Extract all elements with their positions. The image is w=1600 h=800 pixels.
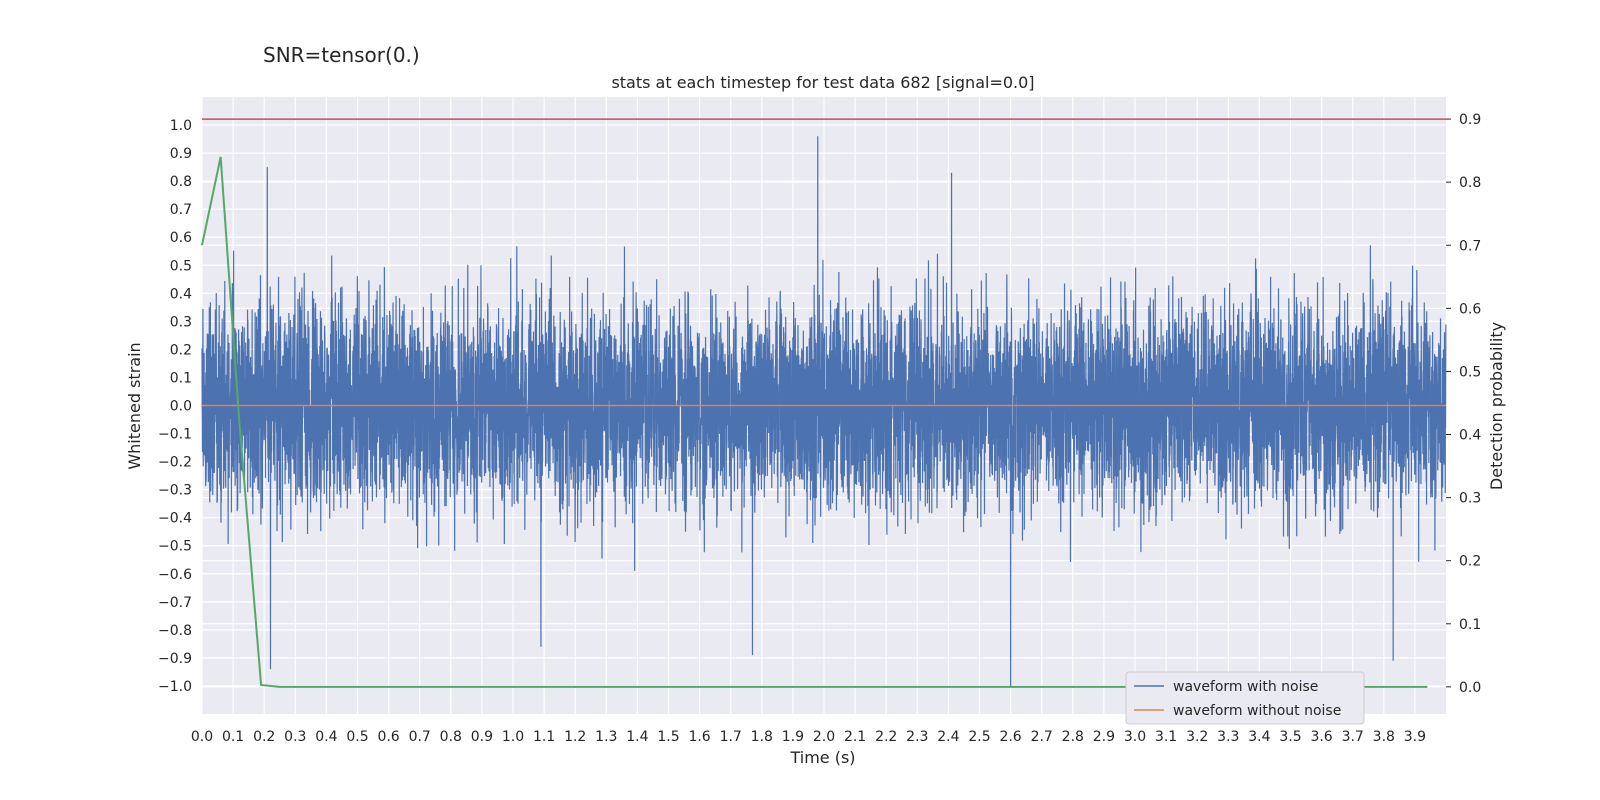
x-tick-label: 3.5 [1279, 729, 1301, 745]
x-tick-label: 0.7 [409, 729, 431, 745]
x-tick-label: 0.5 [346, 729, 368, 745]
y-axis-label: Whitened strain [125, 342, 144, 469]
chart-title: stats at each timestep for test data 682… [611, 73, 1034, 92]
y2-tick-label: 0.8 [1459, 175, 1481, 191]
x-tick-label: 3.3 [1217, 729, 1239, 745]
y2-tick-label: 0.2 [1459, 554, 1481, 570]
y-tick-label: −0.4 [158, 511, 192, 527]
x-tick-label: 2.1 [844, 729, 866, 745]
x-tick-label: 1.6 [688, 729, 710, 745]
y-tick-label: 0.8 [170, 174, 192, 190]
y-tick-label: −0.5 [158, 539, 192, 555]
x-tick-label: 1.8 [751, 729, 773, 745]
x-tick-label: 2.0 [813, 729, 835, 745]
x-tick-label: 1.9 [782, 729, 804, 745]
y-tick-label: −0.6 [158, 567, 192, 583]
y2-tick-label: 0.7 [1459, 238, 1481, 254]
y-tick-label: −0.2 [158, 455, 192, 471]
y2-tick-label: 0.6 [1459, 301, 1481, 317]
y-tick-label: −0.3 [158, 483, 192, 499]
y-tick-label: 0.0 [170, 399, 192, 415]
x-tick-label: 3.7 [1342, 729, 1364, 745]
y-tick-label: 0.4 [170, 286, 192, 302]
x-tick-label: 3.8 [1373, 729, 1395, 745]
y-tick-label: −0.8 [158, 623, 192, 639]
x-tick-label: 0.3 [284, 729, 306, 745]
x-tick-label: 2.7 [1031, 729, 1053, 745]
y-tick-label: −0.7 [158, 595, 192, 611]
x-tick-label: 0.6 [377, 729, 399, 745]
x-tick-label: 2.3 [906, 729, 928, 745]
legend-box [1125, 671, 1365, 725]
y-tick-label: −1.0 [158, 679, 192, 695]
y2-axis-label: Detection probability [1487, 322, 1506, 490]
y-tick-label: 0.7 [170, 202, 192, 218]
y-tick-label: 0.2 [170, 342, 192, 358]
y-tick-label: −0.1 [158, 427, 192, 443]
x-tick-label: 1.2 [564, 729, 586, 745]
x-tick-label: 1.4 [626, 729, 648, 745]
y-tick-label: 0.3 [170, 314, 192, 330]
y-tick-label: 0.1 [170, 370, 192, 386]
y2-tick-label: 0.5 [1459, 364, 1481, 380]
x-tick-label: 0.1 [222, 729, 244, 745]
x-tick-label: 3.9 [1404, 729, 1426, 745]
y2-tick-label: 0.3 [1459, 491, 1481, 507]
y-tick-label: 0.6 [170, 230, 192, 246]
y-tick-label: 0.9 [170, 146, 192, 162]
x-tick-label: 2.8 [1062, 729, 1084, 745]
legend-label: waveform without noise [1173, 703, 1341, 719]
figure-suptitle: SNR=tensor(0.) [263, 43, 420, 67]
x-tick-label: 3.1 [1155, 729, 1177, 745]
y-axis-right: 0.9 0.8 0.7 0.6 0.5 0.4 0.3 0.2 0.1 0.0 [1446, 112, 1481, 696]
y-tick-label: −0.9 [158, 651, 192, 667]
series-line-waveform-with-noise [201, 136, 1447, 686]
x-tick-label: 0.2 [253, 729, 275, 745]
x-tick-label: 1.1 [533, 729, 555, 745]
y2-tick-label: 0.0 [1459, 680, 1481, 696]
x-tick-label: 0.0 [191, 729, 213, 745]
x-tick-label: 0.9 [471, 729, 493, 745]
y-axis-left: 1.0 0.9 0.8 0.7 0.6 0.5 0.4 0.3 0.2 0.1 0.0 −0.1 −0.… [158, 118, 192, 695]
x-tick-label: 3.6 [1310, 729, 1332, 745]
x-tick-label: 1.0 [502, 729, 524, 745]
y2-tick-label: 0.1 [1459, 617, 1481, 633]
x-tick-label: 2.2 [875, 729, 897, 745]
y-tick-label: 1.0 [170, 118, 192, 134]
x-tick-label: 1.3 [595, 729, 617, 745]
x-axis-label: Time (s) [789, 748, 855, 767]
x-tick-label: 1.7 [720, 729, 742, 745]
x-tick-label: 3.2 [1186, 729, 1208, 745]
x-tick-label: 0.4 [315, 729, 337, 745]
x-tick-label: 3.0 [1124, 729, 1146, 745]
x-tick-label: 2.6 [999, 729, 1021, 745]
y-tick-label: 0.5 [170, 258, 192, 274]
x-tick-label: 2.4 [937, 729, 959, 745]
x-tick-label: 0.8 [440, 729, 462, 745]
y2-tick-label: 0.4 [1459, 428, 1481, 444]
x-tick-label: 2.5 [968, 729, 990, 745]
x-tick-label: 1.5 [657, 729, 679, 745]
x-tick-label: 3.4 [1248, 729, 1270, 745]
x-axis: 0.0 0.1 0.2 0.3 0.4 0.5 0.6 0.7 0.8 0.9 1.0 1.1 1.2 1… [191, 729, 1426, 745]
x-tick-label: 2.9 [1093, 729, 1115, 745]
legend: waveform with noise waveform without nois… [1125, 671, 1365, 725]
legend-label: waveform with noise [1173, 679, 1318, 695]
y2-tick-label: 0.9 [1459, 112, 1481, 128]
